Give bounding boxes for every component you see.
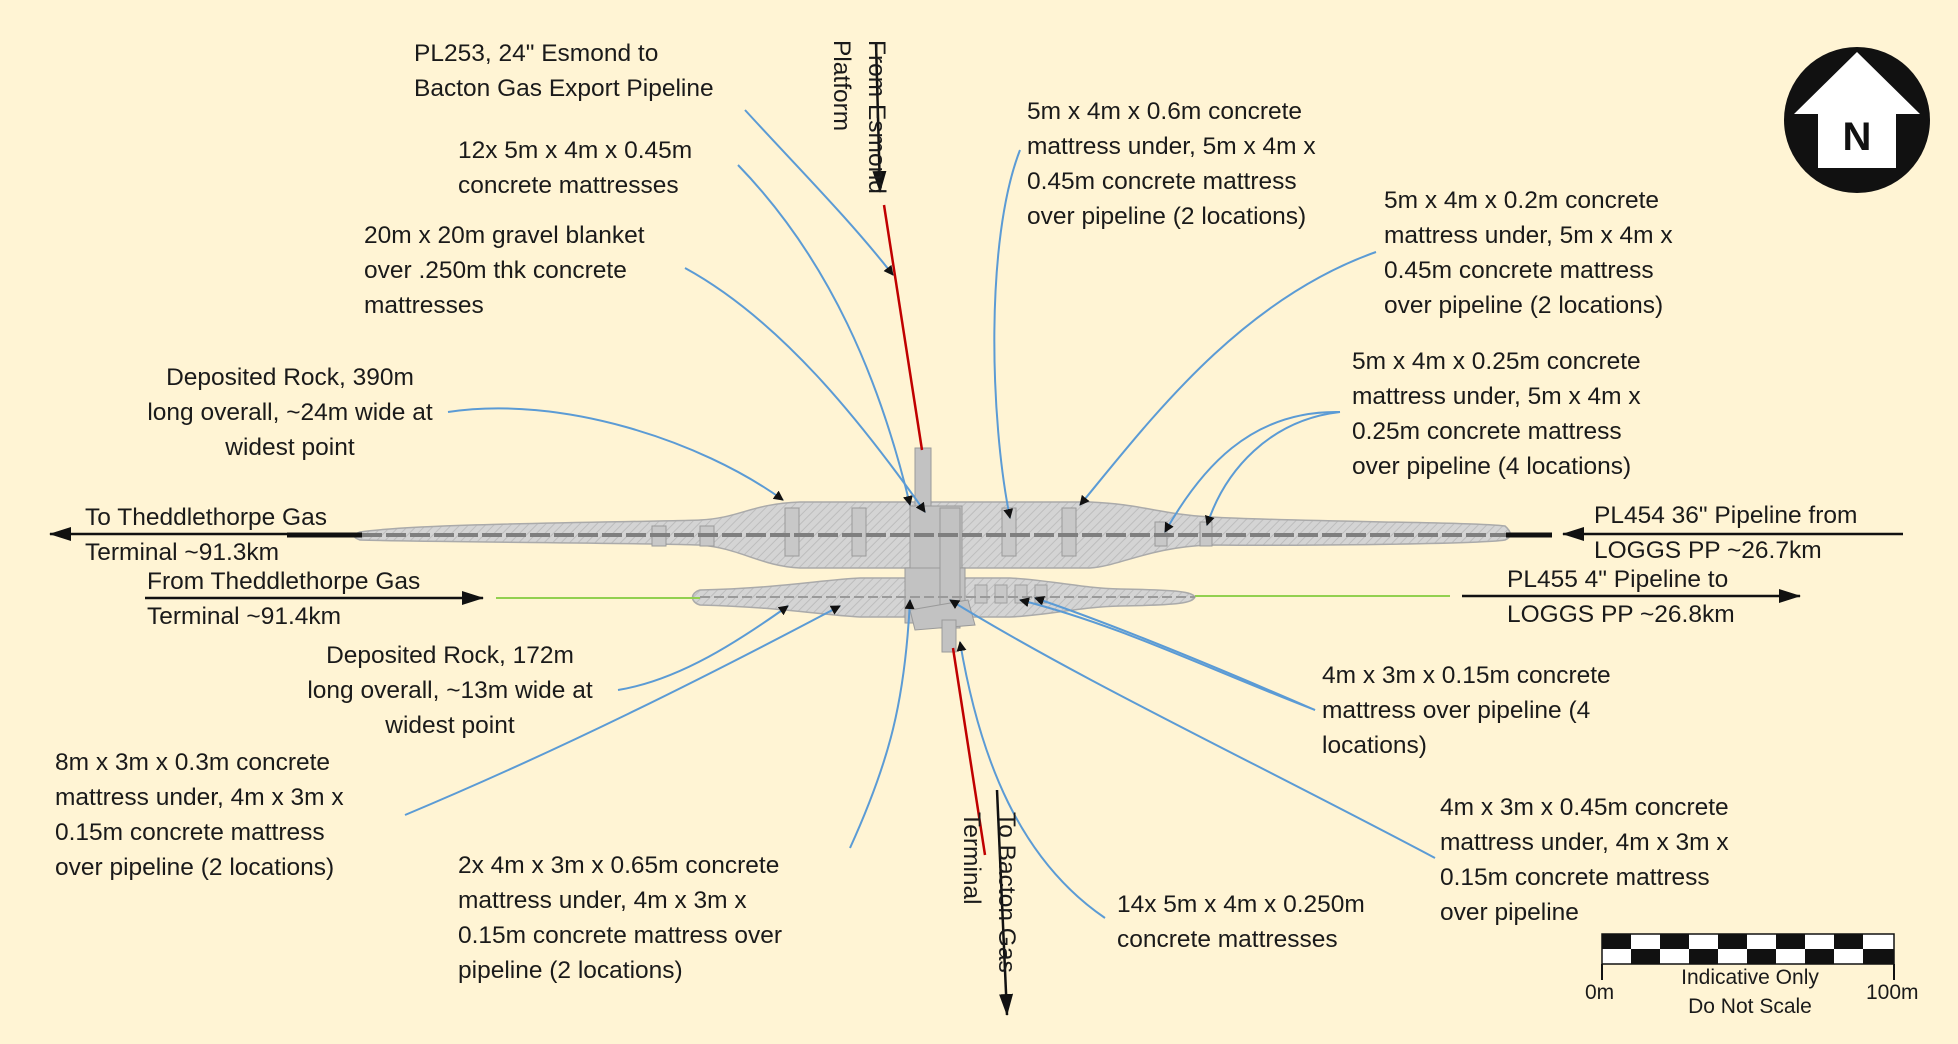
label-mat-8x3: 8m x 3m x 0.3m concrete mattress under, … (55, 749, 344, 881)
label-mat-02-under: 5m x 4m x 0.2m concrete mattress under, … (1384, 187, 1673, 319)
label-to-bacton: To Bacton Gas Terminal (958, 812, 1020, 973)
leader-mat-06-a (993, 149, 1021, 519)
scale-bar (1601, 933, 1895, 980)
leader-pl253 (744, 109, 894, 276)
label-mat-4x3-015: 4m x 3m x 0.15m concrete mattress over p… (1322, 662, 1611, 759)
leader-mat-2x (849, 599, 915, 849)
label-mat-06-under: 5m x 4m x 0.6m concrete mattress under, … (1027, 98, 1316, 230)
leader-rock-172 (617, 605, 789, 691)
leader-lines (404, 109, 1436, 919)
label-pl253: PL253, 24" Esmond to Bacton Gas Export P… (414, 40, 714, 102)
leader-12x (737, 164, 913, 506)
leader-mat-8x3 (404, 605, 841, 816)
flow-arrows (49, 41, 1903, 1016)
leader-mat-025-a (1164, 410, 1341, 533)
label-mat-4x3-045: 4m x 3m x 0.45m concrete mattress under,… (1440, 794, 1729, 926)
leader-rock-390 (447, 407, 784, 501)
pipeline-pl253-south (951, 647, 987, 856)
leader-mat-14x (956, 641, 1106, 919)
label-deposited-rock-172: Deposited Rock, 172m long overall, ~13m … (307, 642, 593, 739)
north-arrow: N (1784, 47, 1930, 193)
leader-mat-025-b (1205, 411, 1341, 526)
label-deposited-rock-390: Deposited Rock, 390m long overall, ~24m … (147, 364, 433, 461)
label-mat-14x: 14x 5m x 4m x 0.250m concrete mattresses (1117, 891, 1365, 953)
pipeline-pl253-north (882, 204, 924, 451)
scale-end-label: 100m (1866, 981, 1919, 1004)
label-to-theddlethorpe: To Theddlethorpe Gas Terminal ~91.3km (85, 504, 327, 566)
label-mat-025-under: 5m x 4m x 0.25m concrete mattress under,… (1352, 348, 1641, 480)
label-gravel-blanket: 20m x 20m gravel blanket over .250m thk … (364, 222, 645, 319)
label-mat-2x: 2x 4m x 3m x 0.65m concrete mattress und… (458, 852, 783, 984)
label-pl455: PL455 4" Pipeline to LOGGS PP ~26.8km (1507, 566, 1735, 628)
label-from-esmond: From Esmond Platform (828, 40, 890, 194)
label-pl454: PL454 36" Pipeline from LOGGS PP ~26.7km (1594, 502, 1858, 564)
arrow-to-bacton (995, 789, 1014, 1016)
leader-mat-4x3-015-a (1034, 596, 1316, 711)
scale-start-label: 0m (1585, 981, 1615, 1004)
scale-note: Indicative Only Do Not Scale (1681, 966, 1819, 1018)
label-12x-mattresses: 12x 5m x 4m x 0.45m concrete mattresses (458, 137, 693, 199)
leader-gravel (684, 267, 926, 513)
leader-mat-02-a (1079, 251, 1377, 506)
label-from-theddlethorpe: From Theddlethorpe Gas Terminal ~91.4km (147, 568, 421, 630)
leader-mat-4x3-015-b (1019, 597, 1316, 711)
leader-mat-4x3-045 (949, 599, 1436, 859)
mattresses-upper (651, 507, 1213, 557)
north-label: N (1843, 115, 1872, 159)
arrow-from-esmond (872, 41, 887, 193)
